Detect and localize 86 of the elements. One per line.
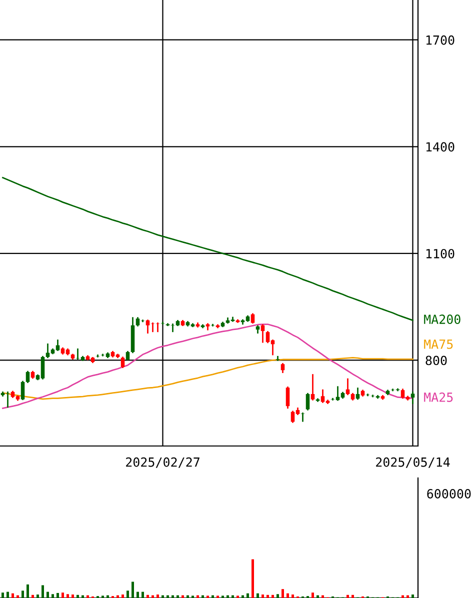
bar [272,594,274,598]
candlestick [260,324,265,344]
bar [62,592,64,598]
bar [86,595,89,598]
bar [346,594,349,598]
bar [26,584,29,598]
bar [202,595,204,598]
x-tick-label: 2025/02/27 [126,457,200,468]
bar [352,594,354,598]
bar [176,595,179,598]
bar [136,592,139,598]
bar [276,594,279,598]
bar [2,592,4,598]
bar [322,595,324,598]
bar [402,595,404,598]
bar [36,594,39,598]
candlestick [280,362,285,374]
candlestick [410,390,415,405]
bar [52,594,54,598]
candlestick [126,350,130,361]
bar [226,595,229,598]
bar [312,592,314,598]
candlestick [20,380,25,401]
bar [162,595,164,598]
bar [262,594,264,598]
candlestick [286,386,290,410]
series-label: MA25 [424,392,453,402]
bar [172,595,174,598]
bar [72,594,74,598]
line-series [2,176,414,322]
y-tick-label: 800 [426,356,447,366]
bar [166,595,169,598]
bar [292,594,294,598]
x-tick-label: 2025/05/14 [376,457,450,468]
bar [186,595,189,598]
bar [66,594,69,598]
series-label: MA75 [424,340,453,349]
bar [182,595,184,598]
y-tick-label: 1400 [426,142,454,152]
bar [22,590,24,598]
bar [152,595,154,598]
candlestick [346,378,350,396]
bar [116,595,119,598]
text: 600000 [427,489,471,498]
y-tick-label: 1100 [426,248,454,258]
bar [12,593,14,598]
bar [256,593,259,598]
bar [316,595,319,598]
line-series [2,324,414,409]
line-series [2,357,414,400]
candlestick [120,356,125,369]
bar [16,595,19,598]
bar [126,590,129,598]
y-tick-label: 1700 [426,35,454,45]
candlestick [250,312,255,324]
bar [266,594,269,598]
bar [212,595,214,598]
bar [106,595,109,598]
candlestick [96,354,100,358]
bar [122,594,124,598]
bar [252,559,254,598]
bar [42,585,44,598]
series-label: MA200 [424,314,460,324]
bar [146,594,149,598]
bar [76,594,79,598]
bar [232,595,234,598]
candlestick [310,373,315,402]
bar [82,595,84,598]
bar [142,592,144,598]
bar [32,594,34,598]
bar [406,595,409,598]
bar [242,595,244,598]
bar [282,589,284,598]
candlestick [306,392,310,412]
bar [6,592,9,598]
bar [196,595,199,598]
bar [132,582,134,598]
bar [286,593,289,598]
bar [246,593,249,598]
candlestick [356,386,360,400]
candlestick [26,370,30,384]
bar [412,594,414,598]
bar [46,592,49,598]
bar [56,592,59,598]
candlestick [300,412,305,422]
bar [156,594,159,598]
